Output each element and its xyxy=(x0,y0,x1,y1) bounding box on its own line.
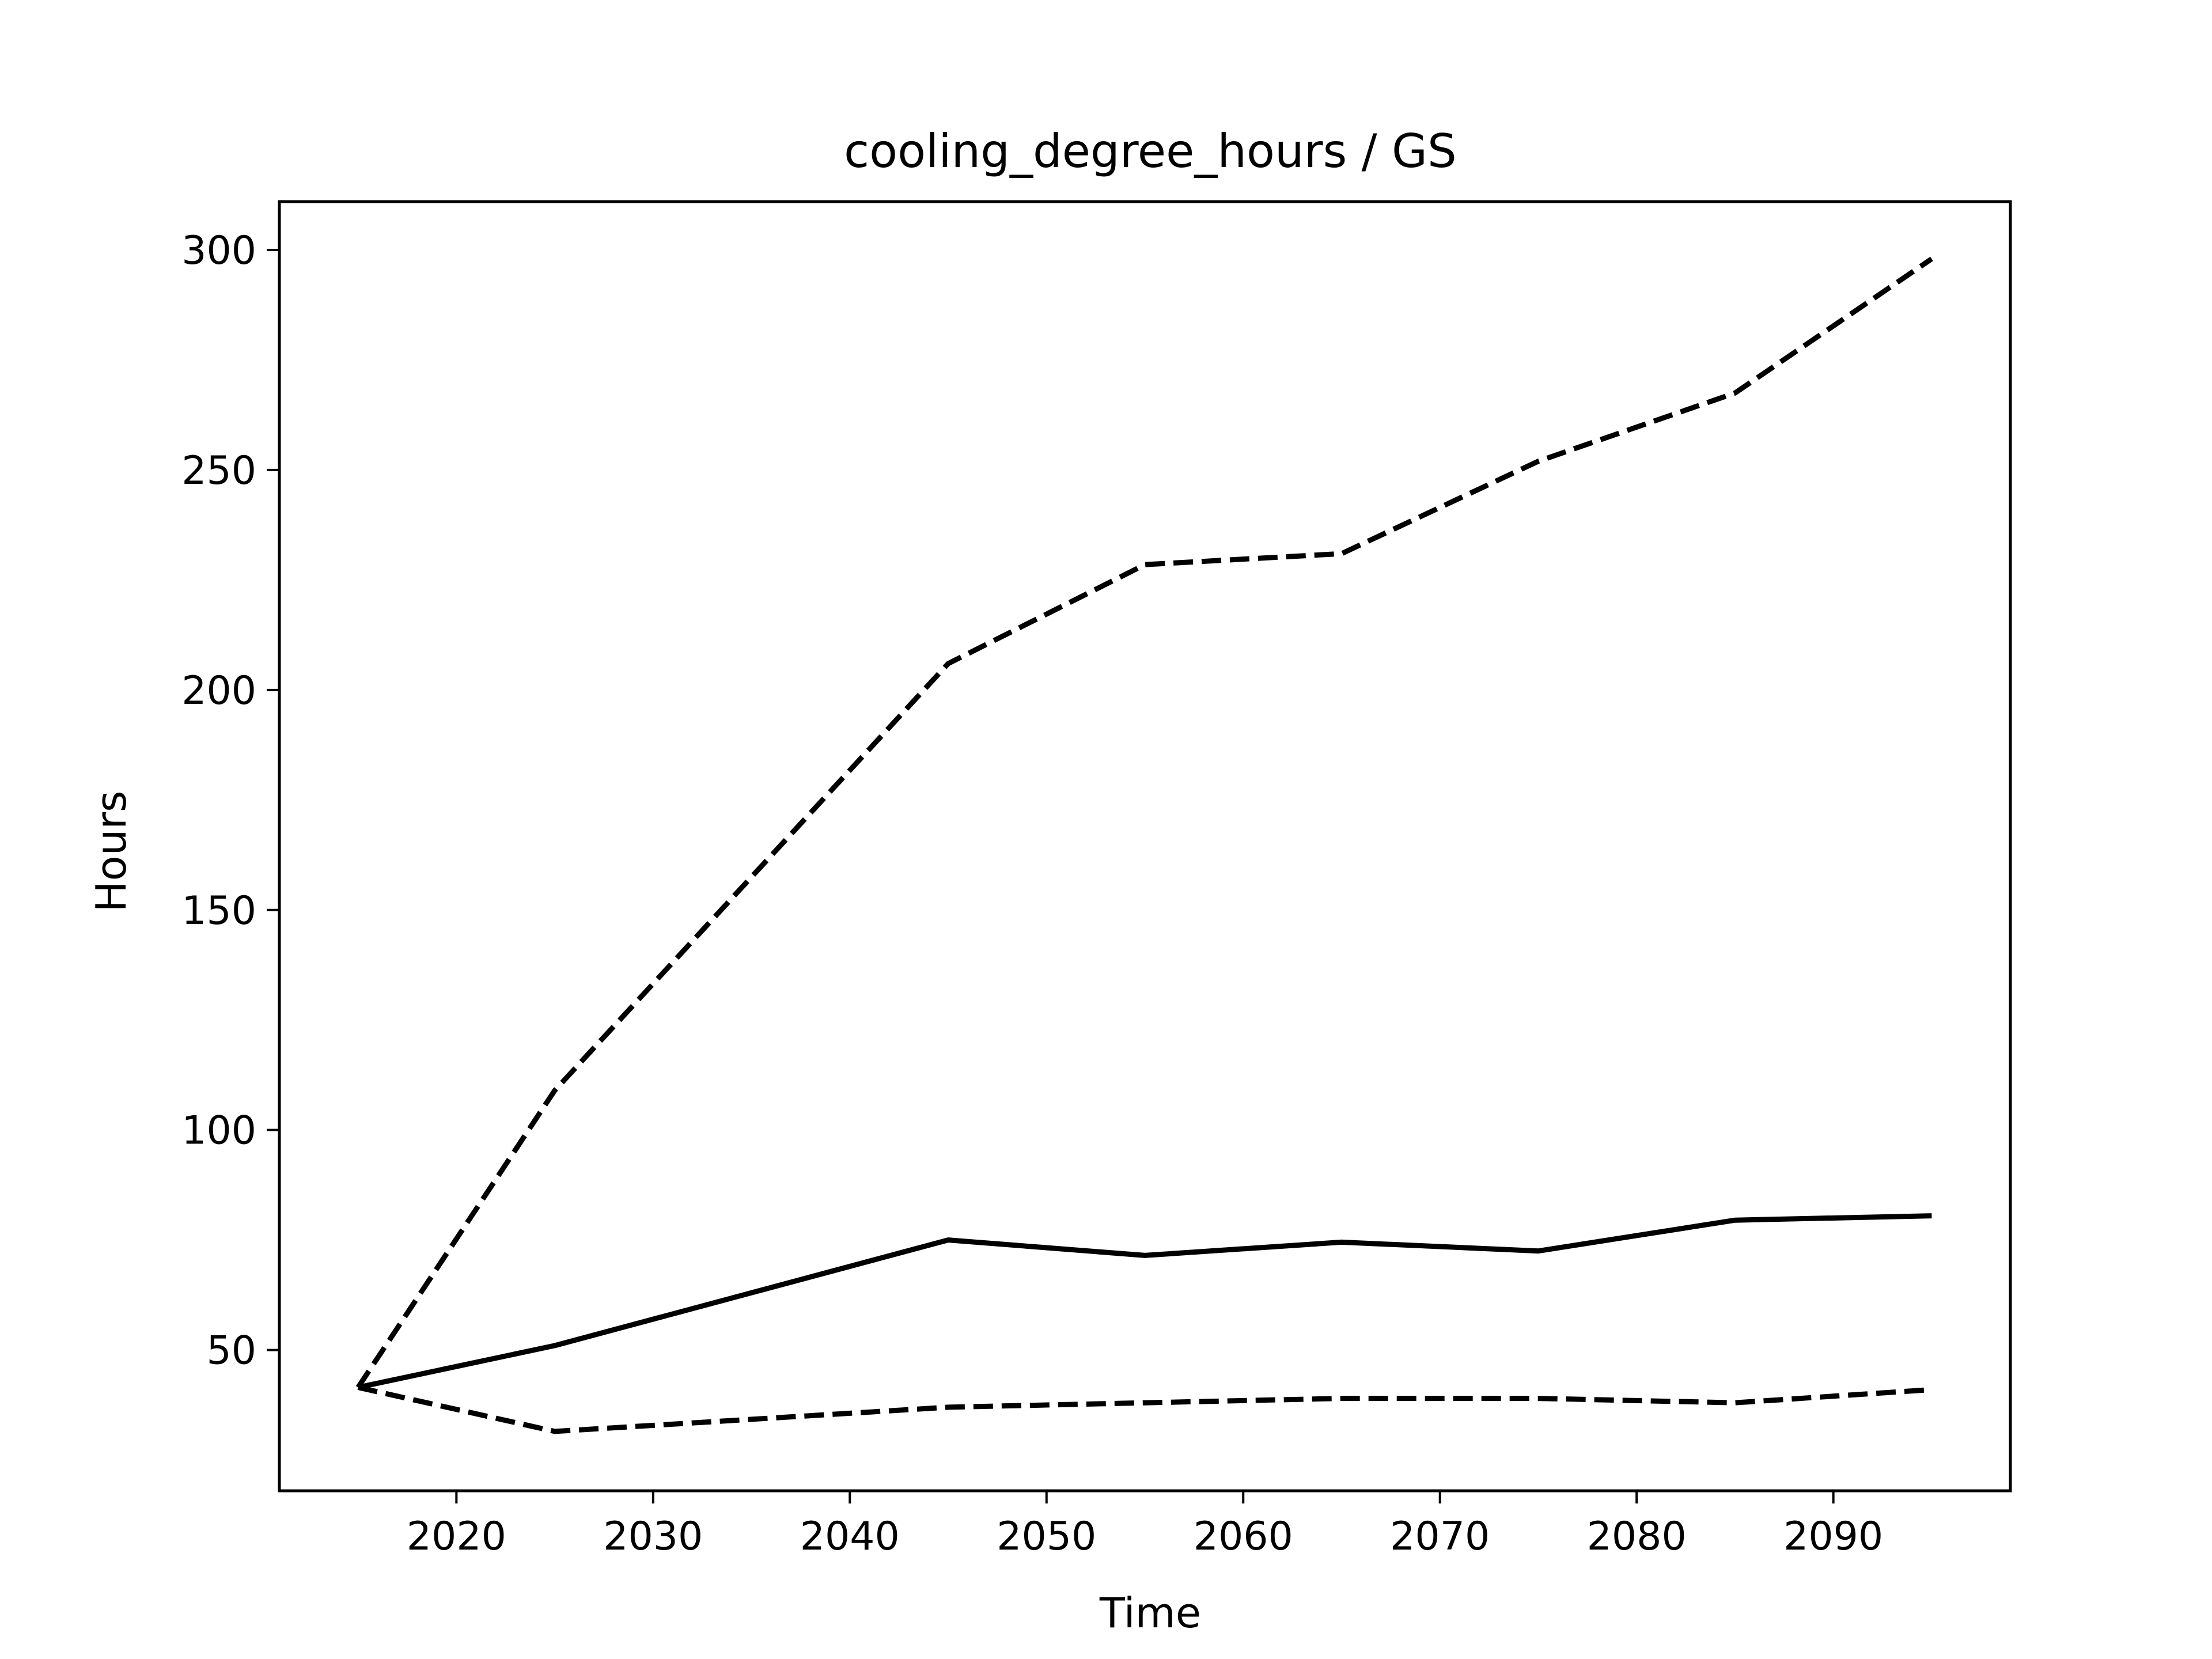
chart-title: cooling_degree_hours / GS xyxy=(844,124,1457,178)
x-tick-label: 2080 xyxy=(1587,1514,1687,1559)
y-axis-ticks: 50 100 150 200 250 300 xyxy=(181,228,279,1374)
plot-area-frame xyxy=(278,200,2012,1493)
y-tick-label: 150 xyxy=(181,888,256,934)
series-line-2-solid xyxy=(357,1213,1932,1390)
x-tick-label: 2070 xyxy=(1390,1514,1490,1559)
series-line-1-dashed xyxy=(355,256,1933,1389)
y-tick-label: 200 xyxy=(181,668,256,714)
x-tick-label: 2020 xyxy=(407,1514,506,1559)
x-tick-label: 2040 xyxy=(800,1514,900,1559)
series-lines xyxy=(355,256,1933,1434)
x-tick-label: 2030 xyxy=(603,1514,703,1559)
y-tick-label: 300 xyxy=(181,228,256,274)
x-tick-label: 2050 xyxy=(997,1514,1096,1559)
y-tick-label: 100 xyxy=(181,1108,256,1154)
x-axis-label: Time xyxy=(1099,1589,1201,1637)
x-tick-label: 2060 xyxy=(1194,1514,1293,1559)
y-axis-label: Hours xyxy=(87,791,135,912)
series-line-3-dashed xyxy=(357,1385,1932,1434)
y-tick-label: 250 xyxy=(181,448,256,494)
x-axis-ticks: 2020 2030 2040 2050 2060 2070 2080 2090 xyxy=(407,1491,1883,1559)
y-tick-label: 50 xyxy=(206,1328,256,1374)
x-tick-label: 2090 xyxy=(1783,1514,1883,1559)
